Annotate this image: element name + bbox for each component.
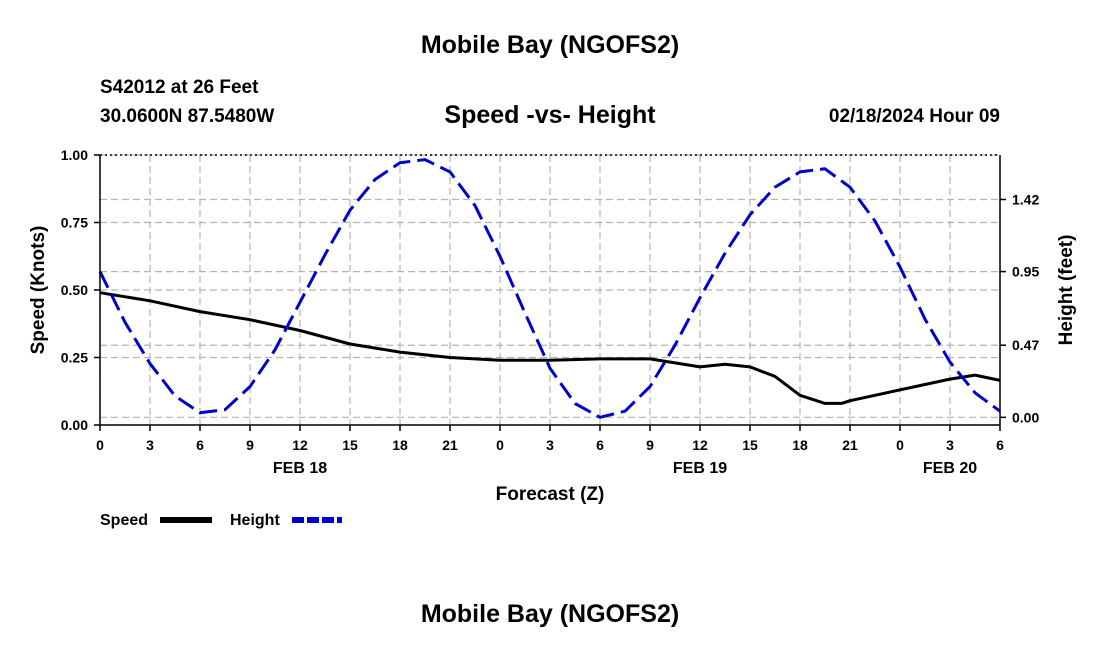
y-tick-label: 1.00 bbox=[61, 147, 88, 163]
height-series-line bbox=[98, 158, 1001, 419]
x-tick-label: 15 bbox=[342, 437, 358, 453]
footer-title: Mobile Bay (NGOFS2) bbox=[420, 600, 680, 628]
y2-axis-label: Height (feet) bbox=[1056, 235, 1077, 346]
series-layer bbox=[98, 158, 1001, 419]
legend-speed-label: Speed bbox=[100, 512, 148, 529]
x-tick-label: 9 bbox=[646, 437, 654, 453]
y-tick-label: 0.00 bbox=[61, 417, 88, 433]
x-tick-label: 21 bbox=[442, 437, 458, 453]
x-tick-label: 3 bbox=[546, 437, 554, 453]
x-tick-label: 0 bbox=[96, 437, 104, 453]
legend-height-label: Height bbox=[230, 512, 280, 529]
x-tick-label: 18 bbox=[392, 437, 408, 453]
x-tick-label: 18 bbox=[792, 437, 808, 453]
date-label: FEB 19 bbox=[673, 460, 727, 477]
x-axis-label: Forecast (Z) bbox=[496, 484, 605, 505]
x-tick-label: 6 bbox=[596, 437, 604, 453]
y2-tick-label: 0.00 bbox=[1012, 409, 1039, 425]
x-tick-label: 12 bbox=[692, 437, 708, 453]
x-tick-label: 0 bbox=[496, 437, 504, 453]
x-tick-label: 3 bbox=[946, 437, 954, 453]
y-tick-label: 0.75 bbox=[61, 215, 88, 231]
y2-tick-label: 1.42 bbox=[1012, 191, 1039, 207]
y-tick-label: 0.25 bbox=[61, 350, 88, 366]
date-label: FEB 18 bbox=[273, 460, 327, 477]
x-tick-label: 6 bbox=[196, 437, 204, 453]
y2-tick-label: 0.95 bbox=[1012, 264, 1039, 280]
coordinates-label: 30.0600N 87.5480W bbox=[100, 106, 275, 127]
legend: Speed Height bbox=[100, 512, 342, 529]
x-tick-label: 3 bbox=[146, 437, 154, 453]
chart-subtitle: Speed -vs- Height bbox=[444, 101, 656, 129]
date-label: FEB 20 bbox=[923, 460, 977, 477]
y-axis-label: Speed (Knots) bbox=[28, 226, 49, 355]
speed-series-line bbox=[99, 291, 1001, 405]
station-label: S42012 at 26 Feet bbox=[100, 77, 259, 98]
x-tick-label: 0 bbox=[896, 437, 904, 453]
x-tick-label: 21 bbox=[842, 437, 858, 453]
grid bbox=[99, 154, 1001, 426]
x-tick-label: 6 bbox=[996, 437, 1004, 453]
chart-title: Mobile Bay (NGOFS2) bbox=[420, 31, 680, 59]
y2-tick-label: 0.47 bbox=[1012, 337, 1039, 353]
x-tick-label: 15 bbox=[742, 437, 758, 453]
axis-ticks: 0 3 6 9 12 15 18 21 0 3 6 9 12 15 18 21 0 3 6 FEB 18 FEB 19 F… bbox=[61, 147, 1040, 477]
x-tick-label: 12 bbox=[292, 437, 308, 453]
x-tick-label: 9 bbox=[246, 437, 254, 453]
y-tick-label: 0.50 bbox=[61, 282, 88, 298]
timestamp-label: 02/18/2024 Hour 09 bbox=[828, 106, 1000, 127]
